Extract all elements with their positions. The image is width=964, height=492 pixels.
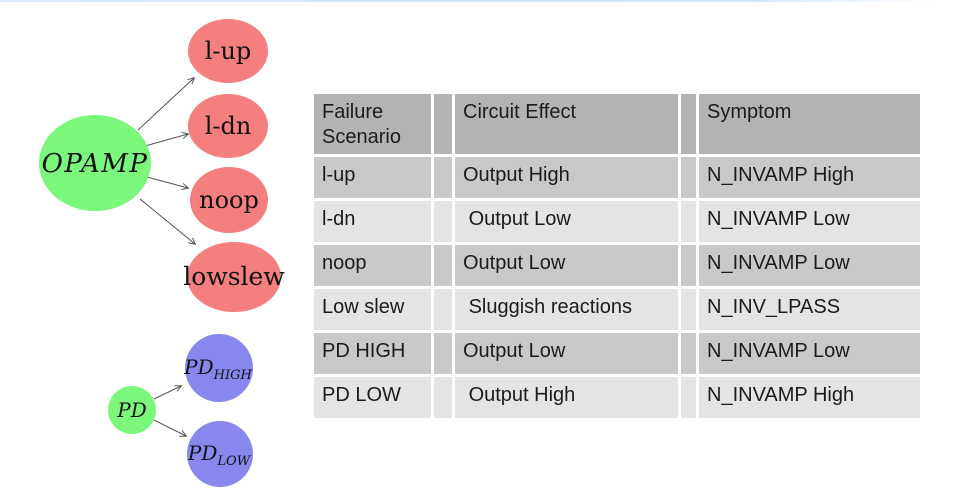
node-pd-low: PDLOW: [187, 421, 253, 487]
node-noop-label: noop: [199, 186, 259, 214]
node-pd-high: PDHIGH: [183, 334, 253, 402]
cell-spacer: [434, 157, 452, 198]
cell-failure-scenario: PD LOW: [314, 377, 431, 418]
cell-circuit-effect: Sluggish reactions: [455, 289, 678, 330]
opamp-tree-edges: [137, 76, 197, 245]
node-pd-label: PD: [116, 398, 147, 422]
pd-low-base: PD: [187, 441, 218, 465]
arrow-pd-high: [153, 385, 183, 400]
node-lowslew-label: lowslew: [183, 262, 285, 291]
node-ldn-label: l-dn: [205, 112, 252, 140]
table-row-noop: noop Output Low N_INVAMP Low: [314, 245, 920, 286]
cell-circuit-effect: Output High: [455, 377, 678, 418]
header-spacer: [434, 94, 452, 154]
header-spacer: [681, 94, 696, 154]
table-row-pdlow: PD LOW Output High N_INVAMP High: [314, 377, 920, 418]
failure-scenario-table: Failure Scenario Circuit Effect Symptom …: [311, 91, 923, 421]
header-circuit-effect: Circuit Effect: [455, 94, 678, 154]
cell-symptom: N_INVAMP Low: [699, 201, 920, 242]
cell-failure-scenario: PD HIGH: [314, 333, 431, 374]
node-lup: l-up: [188, 19, 268, 83]
failure-tree-diagram: OPAMP l-up l-dn noop lowslew PD: [39, 19, 285, 487]
cell-symptom: N_INVAMP High: [699, 157, 920, 198]
cell-circuit-effect: Output Low: [455, 201, 678, 242]
cell-spacer: [681, 289, 696, 330]
arrow-pd-low: [153, 419, 188, 437]
cell-spacer: [434, 201, 452, 242]
table-row-pdhigh: PD HIGH Output Low N_INVAMP Low: [314, 333, 920, 374]
cell-symptom: N_INVAMP Low: [699, 245, 920, 286]
node-opamp: OPAMP: [39, 115, 151, 211]
node-opamp-label: OPAMP: [42, 149, 149, 179]
cell-failure-scenario: noop: [314, 245, 431, 286]
cell-symptom: N_INVAMP High: [699, 377, 920, 418]
cell-symptom: N_INV_LPASS: [699, 289, 920, 330]
cell-spacer: [434, 333, 452, 374]
node-pd-low-label: PDLOW: [187, 441, 252, 469]
pd-high-subscript: HIGH: [213, 368, 253, 383]
pd-low-subscript: LOW: [216, 454, 251, 469]
window-top-edge: [0, 0, 944, 2]
cell-spacer: [681, 377, 696, 418]
cell-spacer: [434, 377, 452, 418]
node-noop: noop: [190, 167, 268, 233]
node-lup-label: l-up: [205, 37, 252, 65]
node-pd-high-label: PDHIGH: [183, 355, 252, 383]
pd-tree-edges: [153, 385, 188, 437]
cell-spacer: [434, 289, 452, 330]
cell-failure-scenario: Low slew: [314, 289, 431, 330]
header-symptom: Symptom: [699, 94, 920, 154]
arrow-opamp-lup: [137, 76, 196, 131]
cell-failure-scenario: l-dn: [314, 201, 431, 242]
pd-high-base: PD: [183, 355, 214, 379]
cell-symptom: N_INVAMP Low: [699, 333, 920, 374]
cell-spacer: [434, 245, 452, 286]
table-row-lowslew: Low slew Sluggish reactions N_INV_LPASS: [314, 289, 920, 330]
cell-circuit-effect: Output High: [455, 157, 678, 198]
cell-spacer: [681, 245, 696, 286]
table-row-ldn: l-dn Output Low N_INVAMP Low: [314, 201, 920, 242]
node-lowslew: lowslew: [183, 242, 285, 312]
cell-spacer: [681, 333, 696, 374]
cell-failure-scenario: l-up: [314, 157, 431, 198]
arrow-opamp-lowslew: [139, 198, 197, 245]
table-header-row: Failure Scenario Circuit Effect Symptom: [314, 94, 920, 154]
cell-spacer: [681, 201, 696, 242]
arrow-opamp-ldn: [144, 132, 190, 147]
header-failure-scenario: Failure Scenario: [314, 94, 431, 154]
node-pd: PD: [108, 386, 156, 434]
arrow-opamp-noop: [146, 176, 190, 191]
cell-spacer: [681, 157, 696, 198]
node-ldn: l-dn: [188, 94, 268, 158]
table-row-lup: l-up Output High N_INVAMP High: [314, 157, 920, 198]
cell-circuit-effect: Output Low: [455, 245, 678, 286]
cell-circuit-effect: Output Low: [455, 333, 678, 374]
